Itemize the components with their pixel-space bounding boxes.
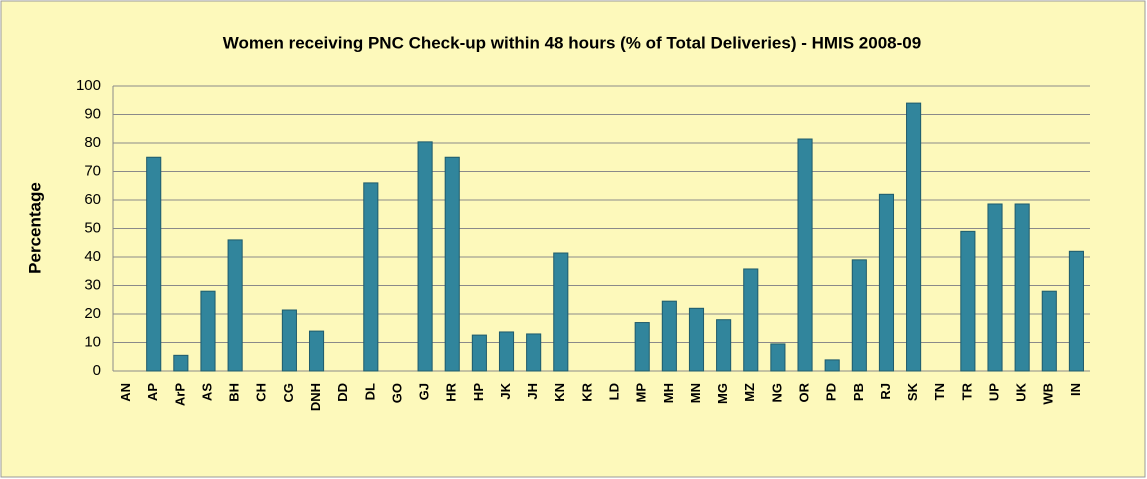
x-tick-label: GJ: [417, 383, 432, 400]
y-tick-label: 10: [84, 333, 101, 350]
x-tick-label: JK: [498, 382, 513, 399]
bar: [498, 331, 515, 372]
bar: [797, 138, 813, 372]
x-tick-label: CG: [281, 383, 296, 403]
bar: [526, 333, 542, 372]
x-tick-label: MZ: [742, 383, 757, 402]
y-tick-label: 70: [84, 162, 101, 179]
bar: [471, 334, 487, 372]
y-axis-label: Percentage: [25, 182, 44, 274]
x-tick-label: PB: [851, 383, 866, 401]
bar: [851, 259, 867, 372]
x-tick-label: OR: [796, 382, 811, 402]
bar: [1041, 290, 1057, 372]
bar: [227, 239, 243, 372]
bar: [308, 330, 325, 372]
x-tick-label: KR: [579, 382, 594, 401]
x-tick-label: MG: [715, 383, 730, 404]
x-tick-label: TN: [932, 383, 947, 400]
y-tick-label: 0: [93, 362, 101, 379]
x-tick-label: MH: [661, 383, 676, 403]
y-tick-label: 40: [84, 248, 101, 265]
y-tick-label: 80: [84, 134, 101, 151]
x-tick-label: PD: [824, 383, 839, 401]
x-tick-label: IN: [1068, 383, 1083, 396]
bar: [661, 300, 677, 372]
bar: [824, 359, 840, 372]
bar: [146, 156, 162, 372]
bar: [417, 141, 433, 372]
chart-title: Women receiving PNC Check-up within 48 h…: [223, 33, 921, 52]
x-tick-label: BH: [227, 383, 242, 402]
x-tick-label: NG: [769, 383, 784, 403]
bar: [553, 252, 569, 372]
bar: [200, 290, 216, 372]
bar: [363, 182, 379, 372]
x-tick-label: TR: [959, 382, 974, 400]
x-tick-label: AP: [145, 383, 160, 401]
x-tick-label: MP: [634, 383, 649, 403]
x-tick-label: SK: [905, 382, 920, 401]
x-tick-label: AS: [199, 383, 214, 401]
x-tick-label: DL: [362, 383, 377, 400]
y-tick-label: 30: [84, 276, 101, 293]
x-tick-label: GO: [389, 383, 404, 403]
bar: [878, 193, 895, 372]
bar: [173, 354, 189, 372]
bar: [1068, 250, 1084, 372]
bar: [688, 307, 705, 372]
y-tick-label: 100: [76, 77, 101, 94]
bar: [1014, 203, 1030, 372]
bar: [281, 309, 297, 372]
x-tick-label: JH: [525, 383, 540, 400]
x-tick-label: RJ: [878, 383, 893, 400]
bar: [960, 230, 976, 372]
y-tick-label: 20: [84, 305, 101, 322]
x-tick-label: UP: [986, 383, 1001, 401]
x-tick-label: UK: [1014, 382, 1029, 401]
x-tick-label: DNH: [308, 383, 323, 411]
x-tick-label: WB: [1041, 383, 1056, 405]
bar: [634, 322, 650, 372]
x-tick-label: HP: [471, 383, 486, 401]
x-tick-label: MN: [688, 383, 703, 403]
x-tick-label: HR: [444, 382, 459, 401]
y-tick-label: 60: [84, 191, 101, 208]
bar: [743, 268, 759, 372]
x-tick-label: ArP: [172, 383, 187, 406]
x-tick-label: CH: [254, 383, 269, 402]
x-tick-label: AN: [118, 383, 133, 402]
bar: [987, 203, 1003, 372]
y-tick-label: 50: [84, 219, 101, 236]
bar: [906, 102, 922, 372]
bar: [444, 156, 460, 372]
bar: [770, 343, 786, 372]
y-tick-label: 90: [84, 105, 101, 122]
bar: [716, 319, 732, 372]
x-tick-label: KN: [552, 383, 567, 402]
x-tick-label: DD: [335, 383, 350, 402]
x-tick-label: LD: [607, 383, 622, 400]
